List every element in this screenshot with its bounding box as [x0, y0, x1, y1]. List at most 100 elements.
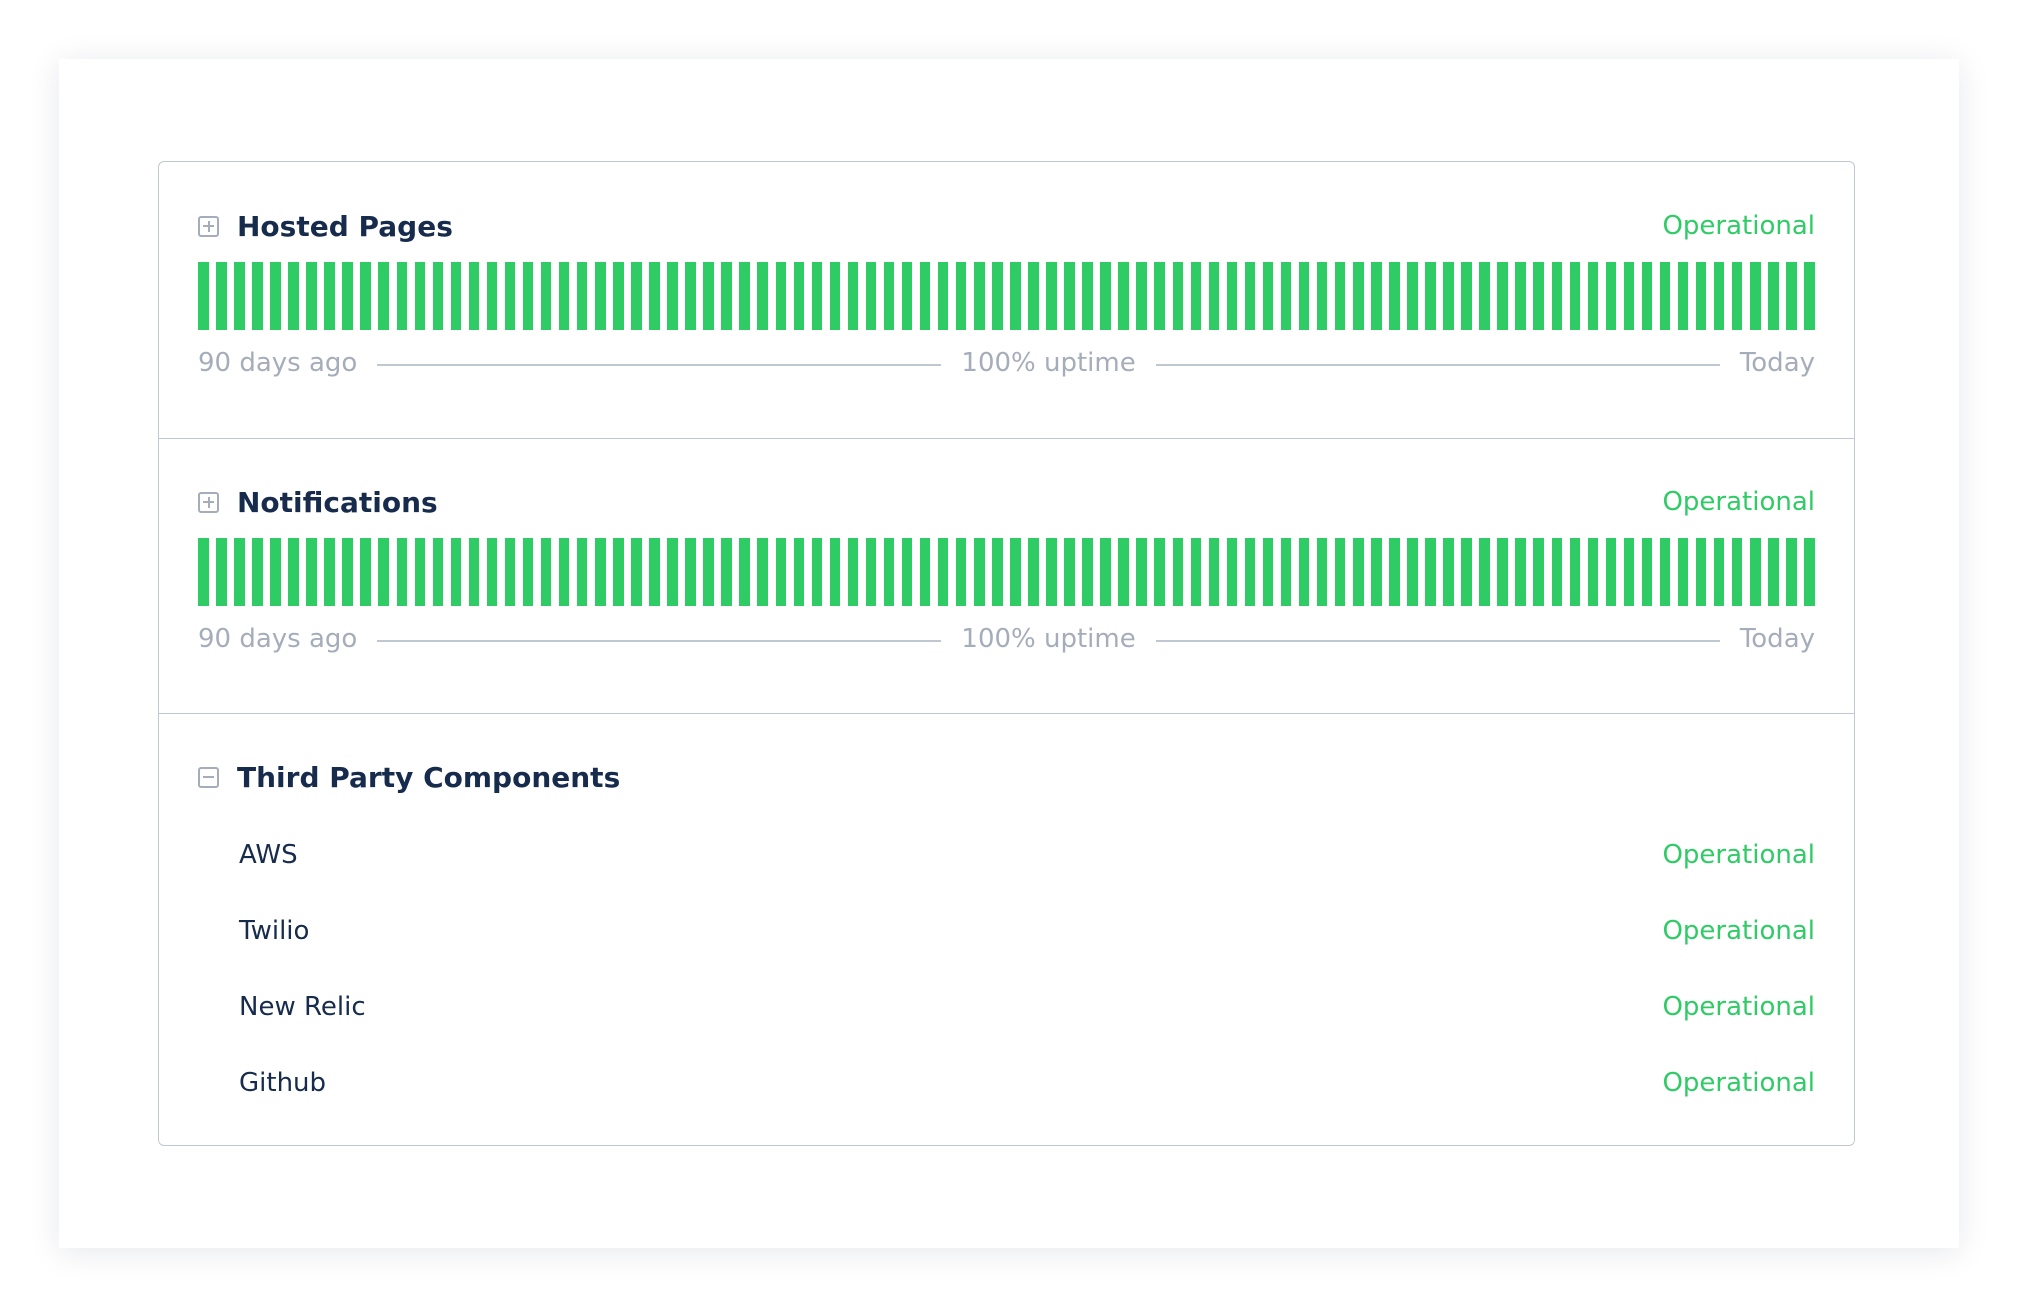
uptime-day-bar[interactable]: [1515, 538, 1526, 606]
uptime-day-bar[interactable]: [324, 538, 335, 606]
uptime-day-bar[interactable]: [1280, 262, 1292, 330]
uptime-day-bar[interactable]: [342, 538, 353, 606]
uptime-day-bar[interactable]: [937, 262, 949, 330]
uptime-day-bar[interactable]: [270, 538, 281, 606]
uptime-day-bar[interactable]: [1569, 538, 1581, 606]
uptime-day-bar[interactable]: [1750, 538, 1761, 606]
uptime-day-bar[interactable]: [1280, 538, 1292, 606]
uptime-day-bar[interactable]: [252, 538, 263, 606]
uptime-day-bar[interactable]: [703, 538, 714, 606]
uptime-day-bar[interactable]: [432, 538, 444, 606]
uptime-day-bar[interactable]: [468, 262, 480, 330]
uptime-day-bar[interactable]: [1226, 262, 1238, 330]
uptime-day-bar[interactable]: [342, 262, 353, 330]
uptime-day-bar[interactable]: [306, 262, 317, 330]
uptime-day-bar[interactable]: [685, 538, 696, 606]
uptime-day-bar[interactable]: [1244, 262, 1256, 330]
uptime-day-bar[interactable]: [811, 262, 823, 330]
uptime-day-bar[interactable]: [1262, 262, 1274, 330]
uptime-day-bar[interactable]: [522, 262, 534, 330]
uptime-day-bar[interactable]: [378, 262, 389, 330]
uptime-day-bar[interactable]: [1262, 538, 1274, 606]
uptime-day-bar[interactable]: [1659, 262, 1671, 330]
uptime-day-bar[interactable]: [306, 538, 317, 606]
uptime-day-bar[interactable]: [1154, 538, 1165, 606]
uptime-day-bar[interactable]: [721, 538, 732, 606]
uptime-day-bar[interactable]: [288, 538, 299, 606]
uptime-day-bar[interactable]: [1677, 262, 1689, 330]
uptime-day-bar[interactable]: [1082, 538, 1093, 606]
uptime-day-bar[interactable]: [432, 262, 444, 330]
uptime-day-bar[interactable]: [450, 262, 462, 330]
uptime-day-bar[interactable]: [1353, 538, 1364, 606]
uptime-day-bar[interactable]: [1208, 538, 1220, 606]
uptime-day-bar[interactable]: [450, 538, 462, 606]
uptime-day-bar[interactable]: [847, 262, 859, 330]
uptime-day-bar[interactable]: [1028, 538, 1039, 606]
uptime-day-bar[interactable]: [1190, 538, 1202, 606]
uptime-day-bar[interactable]: [1046, 538, 1057, 606]
uptime-day-bar[interactable]: [1172, 262, 1184, 330]
uptime-day-bar[interactable]: [1587, 262, 1599, 330]
uptime-day-bar[interactable]: [1479, 262, 1490, 330]
uptime-day-bar[interactable]: [1389, 262, 1400, 330]
uptime-day-bar[interactable]: [1334, 538, 1346, 606]
uptime-day-bar[interactable]: [576, 538, 588, 606]
uptime-day-bar[interactable]: [1244, 538, 1256, 606]
uptime-day-bar[interactable]: [649, 262, 660, 330]
uptime-day-bar[interactable]: [1154, 262, 1165, 330]
uptime-day-bar[interactable]: [1028, 262, 1039, 330]
uptime-day-bar[interactable]: [919, 262, 931, 330]
uptime-day-bar[interactable]: [1334, 262, 1346, 330]
uptime-day-bar[interactable]: [1804, 538, 1815, 606]
uptime-day-bar[interactable]: [883, 262, 895, 330]
uptime-day-bar[interactable]: [721, 262, 732, 330]
uptime-day-bar[interactable]: [613, 262, 624, 330]
uptime-day-bar[interactable]: [216, 262, 227, 330]
uptime-day-bar[interactable]: [992, 262, 1003, 330]
uptime-day-bar[interactable]: [1786, 538, 1797, 606]
uptime-day-bar[interactable]: [1461, 538, 1472, 606]
uptime-day-bar[interactable]: [414, 538, 426, 606]
uptime-day-bar[interactable]: [1046, 262, 1057, 330]
uptime-day-bar[interactable]: [1605, 538, 1617, 606]
uptime-day-bar[interactable]: [324, 262, 335, 330]
uptime-day-bar[interactable]: [378, 538, 389, 606]
uptime-day-bar[interactable]: [1641, 538, 1653, 606]
uptime-day-bar[interactable]: [1533, 538, 1544, 606]
uptime-day-bar[interactable]: [396, 538, 408, 606]
uptime-day-bar[interactable]: [992, 538, 1003, 606]
uptime-day-bar[interactable]: [1623, 538, 1635, 606]
uptime-day-bar[interactable]: [1425, 262, 1436, 330]
uptime-day-bar[interactable]: [901, 262, 913, 330]
uptime-day-bar[interactable]: [775, 538, 786, 606]
uptime-day-bar[interactable]: [1298, 538, 1310, 606]
expand-icon[interactable]: [198, 491, 219, 513]
uptime-day-bar[interactable]: [703, 262, 714, 330]
uptime-day-bar[interactable]: [1443, 262, 1454, 330]
uptime-day-bar[interactable]: [540, 262, 552, 330]
uptime-day-bar[interactable]: [1371, 538, 1382, 606]
uptime-day-bar[interactable]: [1587, 538, 1599, 606]
uptime-day-bar[interactable]: [793, 538, 805, 606]
uptime-day-bar[interactable]: [504, 262, 516, 330]
uptime-day-bar[interactable]: [1010, 538, 1021, 606]
uptime-day-bar[interactable]: [1731, 262, 1743, 330]
uptime-day-bar[interactable]: [414, 262, 426, 330]
uptime-day-bar[interactable]: [270, 262, 281, 330]
uptime-day-bar[interactable]: [522, 538, 534, 606]
uptime-day-bar[interactable]: [1768, 262, 1779, 330]
uptime-day-bar[interactable]: [216, 538, 227, 606]
uptime-day-bar[interactable]: [1100, 262, 1111, 330]
uptime-day-bar[interactable]: [486, 262, 498, 330]
uptime-day-bar[interactable]: [667, 262, 678, 330]
uptime-day-bar[interactable]: [198, 262, 209, 330]
uptime-day-bar[interactable]: [1190, 262, 1202, 330]
uptime-day-bar[interactable]: [793, 262, 805, 330]
uptime-day-bar[interactable]: [955, 538, 967, 606]
uptime-day-bar[interactable]: [1605, 262, 1617, 330]
uptime-day-bar[interactable]: [974, 538, 985, 606]
uptime-day-bar[interactable]: [1371, 262, 1382, 330]
uptime-day-bar[interactable]: [1659, 538, 1671, 606]
uptime-day-bar[interactable]: [1623, 262, 1635, 330]
